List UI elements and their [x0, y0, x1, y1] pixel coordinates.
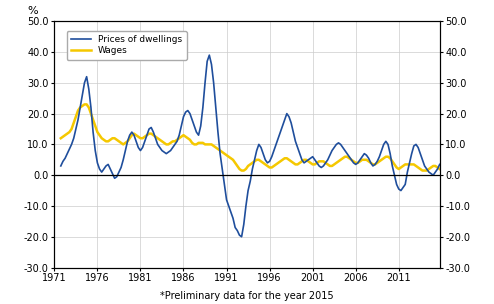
Prices of dwellings: [178, 124, 184, 128]
Wages: [338, 158, 344, 162]
Wages: [180, 133, 186, 137]
Wages: [286, 158, 292, 162]
Prices of dwellings: [385, 143, 391, 146]
Wages: [385, 155, 391, 159]
Prices of dwellings: [206, 53, 212, 57]
Text: %: %: [27, 6, 38, 16]
Wages: [294, 163, 300, 166]
Wages: [167, 141, 173, 145]
Prices of dwellings: [165, 150, 171, 154]
Wages: [58, 136, 64, 140]
Prices of dwellings: [338, 143, 344, 146]
Line: Wages: Wages: [61, 104, 440, 171]
Text: *Preliminary data for the year 2015: *Preliminary data for the year 2015: [160, 291, 334, 301]
Wages: [82, 102, 87, 106]
Prices of dwellings: [286, 115, 292, 119]
Prices of dwellings: [58, 164, 64, 168]
Wages: [239, 169, 245, 172]
Prices of dwellings: [239, 235, 245, 239]
Prices of dwellings: [437, 163, 443, 166]
Prices of dwellings: [294, 146, 300, 149]
Wages: [437, 167, 443, 171]
Line: Prices of dwellings: Prices of dwellings: [61, 55, 440, 237]
Legend: Prices of dwellings, Wages: Prices of dwellings, Wages: [67, 31, 187, 60]
